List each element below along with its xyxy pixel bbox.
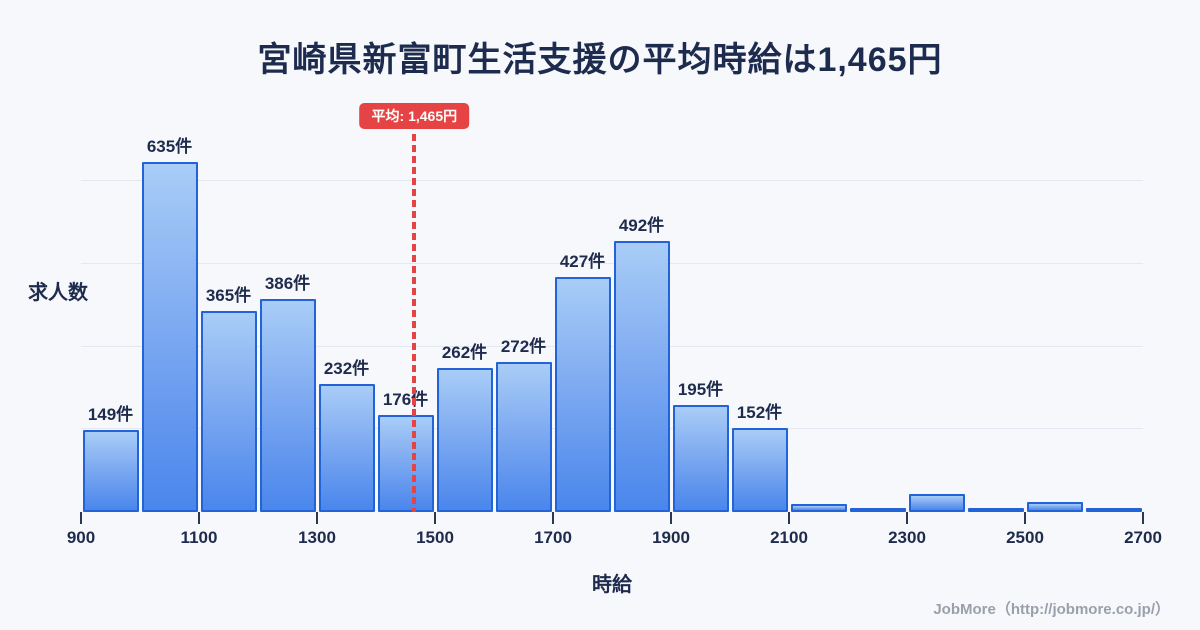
histogram-bar <box>495 362 552 512</box>
bar-value-label: 232件 <box>323 359 370 379</box>
bar-value-label: 149件 <box>87 404 134 424</box>
histogram-bar <box>1085 508 1142 512</box>
x-axis-tick <box>552 512 554 524</box>
histogram-bar <box>554 276 611 512</box>
histogram-bar <box>672 404 729 512</box>
x-axis-tick <box>788 512 790 524</box>
histogram-bar <box>731 428 788 512</box>
gridline <box>81 428 1143 430</box>
x-axis-label: 時給 <box>592 574 632 596</box>
x-axis-tick-label: 1100 <box>180 528 218 547</box>
x-axis-tick-label: 2100 <box>770 528 808 547</box>
gridline <box>81 180 1143 182</box>
footer-credit: JobMore（http://jobmore.co.jp/） <box>933 601 1170 618</box>
gridline <box>81 263 1143 264</box>
histogram-bar <box>259 299 316 512</box>
average-badge: 平均: 1,465円 <box>359 103 470 129</box>
histogram-bar <box>436 367 493 512</box>
bar-value-label: 386件 <box>264 274 311 294</box>
histogram-bar <box>1026 502 1083 512</box>
bar-value-label: 152件 <box>736 403 783 423</box>
histogram-bar <box>141 162 198 512</box>
x-axis-tick-label: 1700 <box>534 528 572 547</box>
average-line <box>412 134 417 512</box>
x-axis-tick <box>670 512 672 524</box>
x-axis-tick <box>1142 512 1144 524</box>
x-axis-tick-label: 1500 <box>416 528 454 547</box>
x-axis-tick-label: 2500 <box>1006 528 1044 547</box>
plot-area: 平均: 1,465円 149件 635件 365件 386件 232件 176件 262件 2… <box>67 103 1162 547</box>
histogram-bar <box>377 415 434 512</box>
x-axis-tick-label: 2300 <box>888 528 926 547</box>
x-axis-tick-label: 2700 <box>1124 528 1162 547</box>
histogram-bar <box>967 508 1024 512</box>
bar-value-label: 427件 <box>559 251 606 271</box>
x-axis-tick <box>198 512 200 524</box>
x-axis-tick <box>906 512 908 524</box>
bar-value-label: 635件 <box>146 137 193 157</box>
bar-value-label: 176件 <box>382 390 429 410</box>
gridline <box>81 345 1143 347</box>
x-axis-tick <box>1024 512 1026 524</box>
bar-value-label: 262件 <box>441 342 488 362</box>
x-axis-tick <box>316 512 318 524</box>
x-axis-tick-label: 1900 <box>652 528 690 547</box>
bar-value-label: 195件 <box>677 379 724 399</box>
page-title: 宮崎県新富町生活支援の平均時給は1,465円 <box>257 41 943 79</box>
histogram-bar <box>790 503 847 512</box>
bar-value-label: 365件 <box>205 285 252 305</box>
bar-value-label: 272件 <box>500 337 547 357</box>
x-axis-tick <box>80 512 82 524</box>
bar-value-label: 492件 <box>618 215 665 235</box>
y-axis-label: 求人数 <box>28 282 88 304</box>
histogram-bar <box>849 508 906 512</box>
histogram-bar <box>613 240 670 512</box>
histogram-bar <box>318 384 375 512</box>
histogram-bar <box>908 494 965 512</box>
x-axis-tick <box>434 512 436 524</box>
histogram-bar <box>82 429 139 512</box>
histogram-bar <box>200 310 257 512</box>
x-axis-tick-label: 1300 <box>298 528 336 547</box>
x-axis-tick-label: 900 <box>66 528 96 547</box>
